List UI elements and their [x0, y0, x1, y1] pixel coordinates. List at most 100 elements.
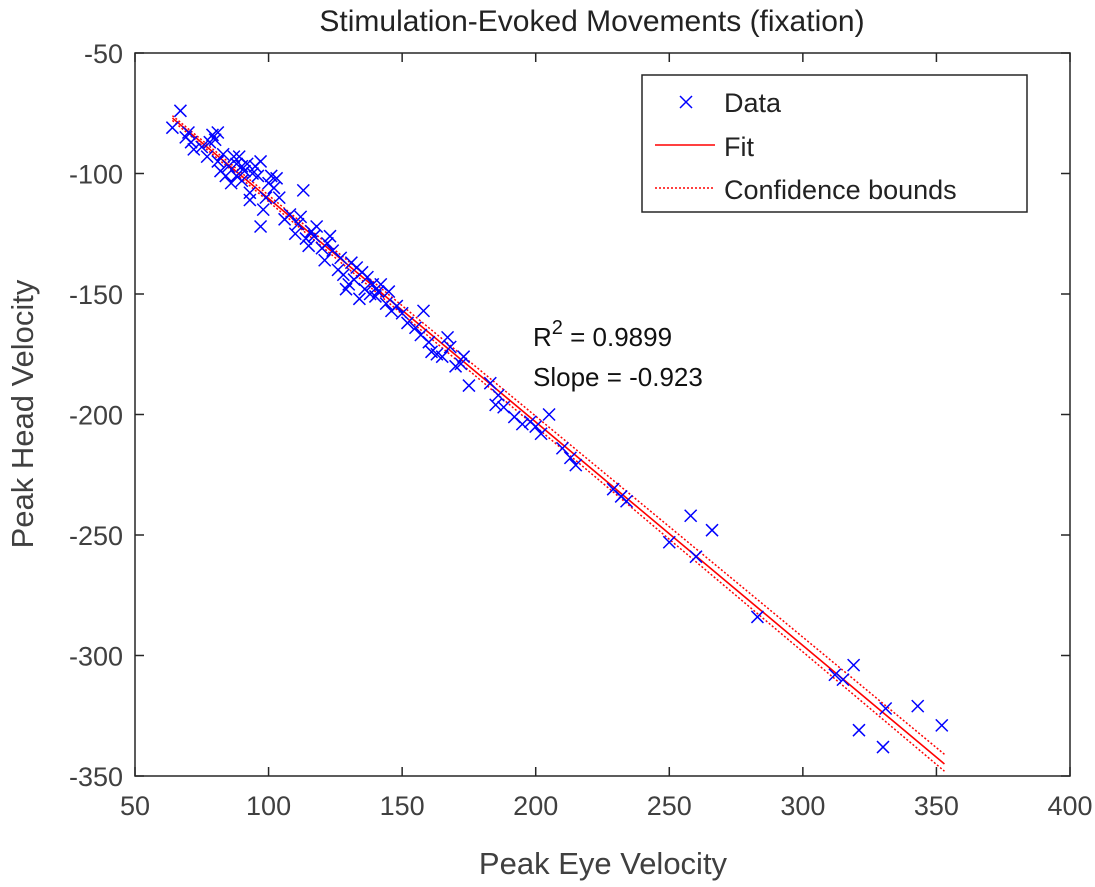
y-tick-label: -150: [69, 280, 123, 310]
legend: Data Fit Confidence bounds: [641, 74, 1028, 213]
data-point: [270, 171, 284, 185]
data-point: [200, 150, 214, 164]
data-point: [227, 150, 241, 164]
data-point: [219, 169, 233, 183]
fit-line: [171, 117, 945, 765]
y-tick-label: -300: [69, 642, 123, 672]
data-point: [935, 718, 949, 732]
data-point: [416, 304, 431, 318]
data-point: [243, 186, 257, 200]
data-point: [310, 219, 324, 234]
data-point: [211, 125, 225, 140]
y-axis-label: Peak Head Velocity: [5, 279, 40, 548]
data-point: [555, 441, 569, 455]
data-point: [235, 174, 249, 188]
r-squared-value: = 0.9899: [563, 322, 672, 352]
data-point: [489, 398, 503, 412]
data-point: [165, 121, 179, 135]
data-point: [689, 550, 703, 564]
data-point: [491, 388, 505, 402]
data-point: [515, 417, 529, 431]
data-point: [879, 701, 893, 716]
data-point: [836, 673, 850, 687]
y-tick-label: -50: [84, 39, 123, 69]
data-point: [208, 133, 222, 147]
r-squared-exponent: 2: [552, 317, 563, 339]
data-point: [254, 219, 268, 234]
data-point: [243, 193, 257, 207]
data-point: [620, 494, 634, 508]
data-point: [529, 420, 543, 434]
data-point: [422, 335, 436, 349]
data-point: [216, 147, 230, 161]
data-point: [307, 229, 321, 243]
data-point: [336, 268, 350, 282]
data-point: [323, 229, 337, 243]
data-point: [454, 357, 468, 371]
data-point: [187, 142, 201, 156]
data-point: [299, 232, 313, 246]
data-point: [352, 292, 366, 306]
data-point: [435, 350, 449, 364]
confidence-bound-lower: [171, 119, 945, 772]
legend-label-fit: Fit: [724, 132, 754, 162]
data-point: [254, 154, 268, 168]
data-point: [291, 217, 305, 231]
y-tick-label: -350: [69, 762, 123, 792]
y-tick-label: -100: [69, 160, 123, 190]
y-axis-ticks: -50 -100 -150 -200 -250 -300 -350: [69, 39, 1070, 792]
data-point: [705, 523, 719, 537]
x-axis-ticks: 50 100 150 200 250 300 350 400: [120, 53, 1093, 821]
data-point: [379, 297, 393, 311]
data-point: [288, 227, 302, 241]
x-tick-label: 300: [780, 791, 825, 821]
data-point: [443, 340, 457, 354]
x-tick-label: 200: [513, 791, 558, 821]
r-squared-annotation: R2 = 0.9899: [533, 317, 672, 352]
legend-box: [641, 74, 1028, 213]
legend-label-data: Data: [724, 88, 782, 118]
data-point: [195, 140, 209, 154]
data-point: [221, 159, 236, 173]
data-point: [237, 164, 252, 178]
data-point: [662, 535, 676, 549]
confidence-bound-upper: [171, 115, 945, 755]
x-tick-label: 150: [380, 791, 425, 821]
data-point: [569, 458, 583, 472]
x-tick-label: 350: [914, 791, 959, 821]
data-point: [497, 400, 511, 414]
data-point: [296, 183, 310, 197]
data-point: [181, 125, 195, 140]
data-point: [371, 285, 385, 299]
data-points: [165, 104, 949, 754]
data-point: [542, 407, 556, 422]
data-point: [211, 154, 225, 168]
x-tick-label: 100: [246, 791, 291, 821]
x-axis-label: Peak Eye Velocity: [479, 846, 728, 881]
data-point: [750, 610, 764, 624]
data-point: [408, 321, 423, 335]
data-point: [382, 285, 396, 299]
data-point: [534, 427, 548, 441]
slope-annotation: Slope = -0.923: [533, 362, 703, 392]
data-point: [318, 253, 332, 267]
data-point: [184, 135, 198, 149]
data-point: [294, 210, 308, 224]
x-tick-label: 250: [647, 791, 692, 821]
data-point: [852, 723, 866, 737]
data-point: [240, 157, 254, 171]
data-point: [563, 451, 577, 465]
data-point: [441, 330, 455, 344]
data-point: [256, 203, 270, 217]
data-point: [283, 207, 297, 222]
data-point: [911, 699, 925, 713]
data-point: [684, 509, 698, 523]
data-point: [259, 191, 273, 205]
data-point: [173, 104, 187, 118]
data-point: [334, 251, 348, 265]
data-point: [302, 239, 316, 253]
data-point: [267, 181, 281, 195]
y-tick-label: -250: [69, 521, 123, 551]
legend-x-marker: [679, 95, 693, 109]
